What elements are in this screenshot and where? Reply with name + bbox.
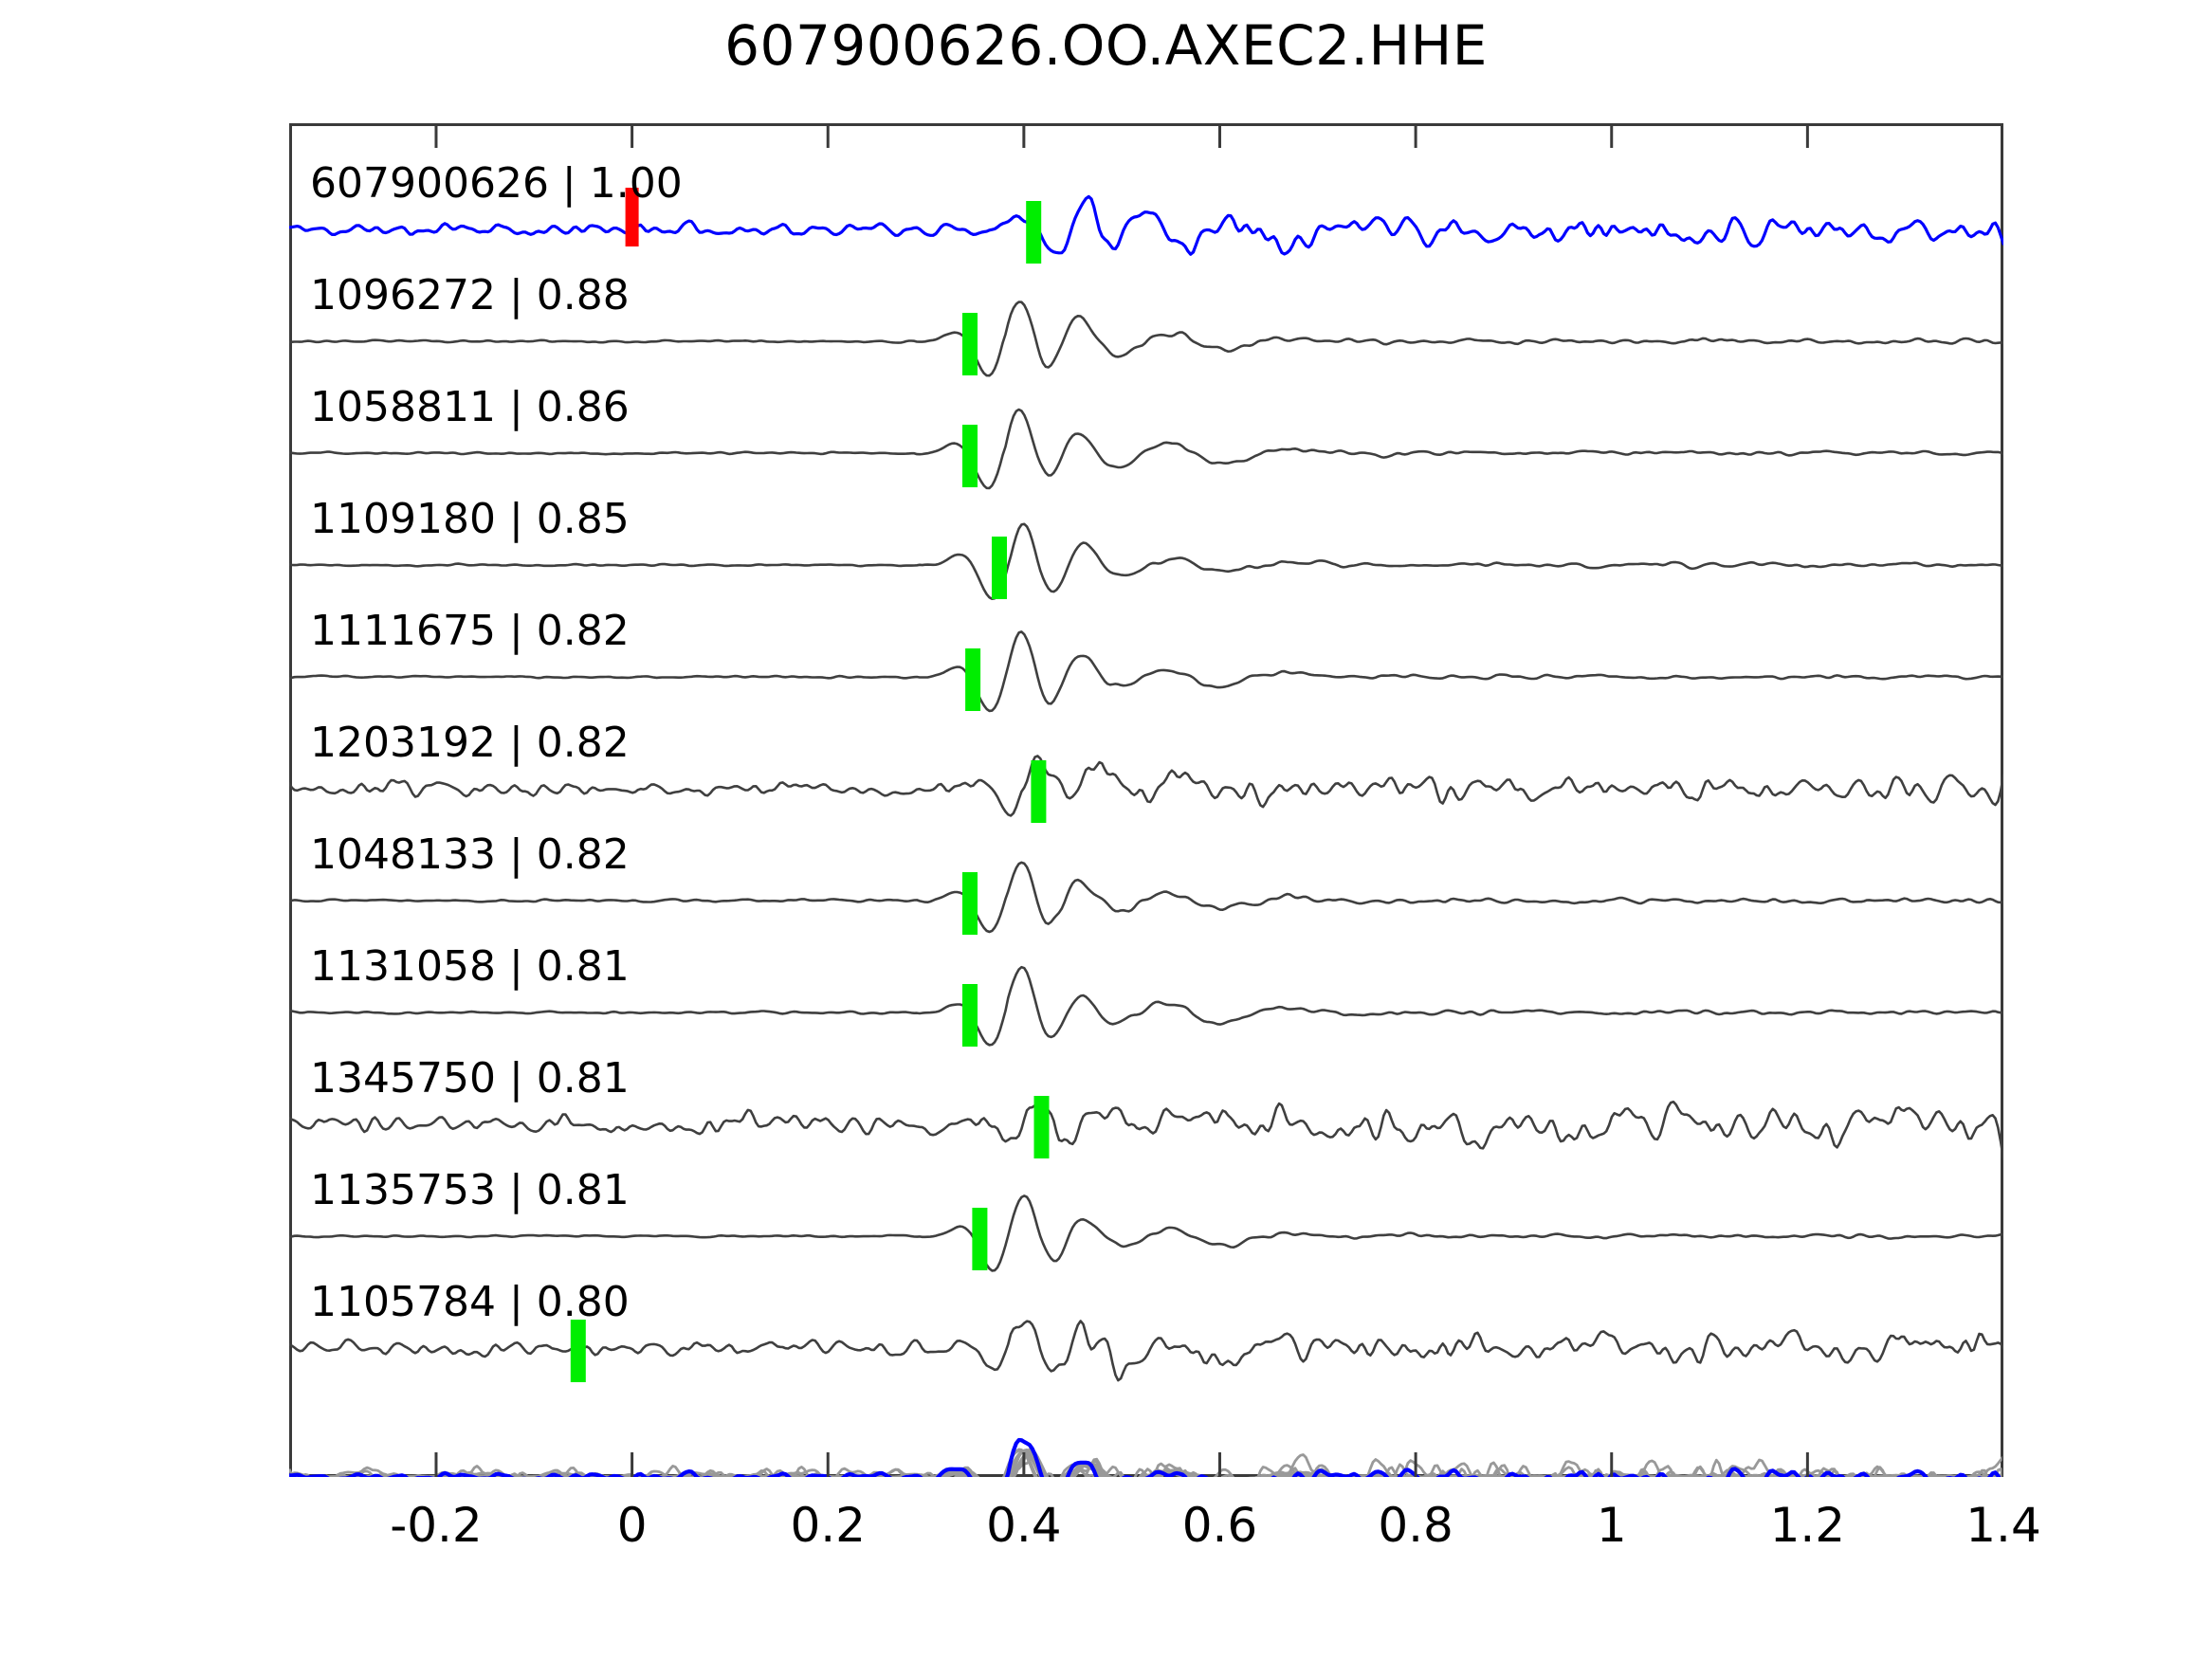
trace-label: 607900626 | 1.00	[310, 159, 683, 208]
stacked-template-waveform	[289, 1437, 2002, 1477]
stacked-gray-waveform	[289, 1451, 2003, 1477]
trace-label: 1135753 | 0.81	[310, 1166, 630, 1214]
phase-pick-marker-green	[972, 1208, 988, 1270]
x-axis-tick-label: -0.2	[390, 1498, 483, 1553]
trace-row	[289, 522, 2003, 601]
trace-row	[289, 965, 2003, 1047]
trace-label: 1048133 | 0.82	[310, 830, 630, 879]
trace-row	[289, 1320, 2003, 1382]
phase-pick-marker-green	[962, 984, 978, 1047]
trace-label: 1096272 | 0.88	[310, 271, 630, 319]
x-axis-tick-label: 1.2	[1769, 1498, 1846, 1553]
aligned-stack-panel	[289, 1437, 2003, 1477]
trace-label: 1105784 | 0.80	[310, 1278, 630, 1326]
origin-pick-marker-red	[625, 188, 639, 246]
figure-title: 607900626.OO.AXEC2.HHE	[724, 13, 1488, 78]
trace-row	[289, 755, 2003, 823]
trace-row	[289, 188, 2003, 264]
phase-pick-marker-green	[992, 537, 1007, 599]
detection-waveform	[289, 1320, 2003, 1382]
trace-label: 1203192 | 0.82	[310, 719, 630, 767]
phase-pick-marker-green	[1033, 1096, 1050, 1158]
detection-waveform	[289, 301, 2003, 377]
x-axis-tick-label: 0.8	[1378, 1498, 1453, 1553]
stacked-gray-waveform	[289, 1448, 2003, 1477]
trace-row	[289, 861, 2003, 935]
trace-label: 1131058 | 0.81	[310, 942, 630, 991]
x-axis-tick-label: 0.2	[790, 1498, 866, 1553]
phase-pick-marker-green	[962, 313, 978, 375]
phase-pick-marker-green	[1031, 760, 1047, 823]
trace-row	[289, 1096, 2003, 1160]
trace-label: 1109180 | 0.85	[310, 495, 630, 543]
phase-pick-marker-green	[1026, 201, 1042, 264]
trace-row	[289, 630, 2003, 713]
trace-row	[289, 1194, 2003, 1272]
x-axis-tick-label: 0	[616, 1498, 648, 1553]
detection-waveform	[289, 965, 2003, 1047]
trace-label: 1111675 | 0.82	[310, 607, 630, 655]
waveform-canvas	[289, 123, 2003, 1477]
trace-label: 1345750 | 0.81	[310, 1054, 630, 1103]
template-waveform	[289, 194, 2003, 256]
detection-waveform	[289, 408, 2003, 490]
trace-row	[289, 408, 2003, 490]
detection-waveform	[289, 1096, 2003, 1160]
x-axis-tick-label: 0.6	[1181, 1498, 1258, 1553]
detection-waveform	[289, 522, 2003, 601]
detection-waveform	[289, 630, 2003, 713]
x-axis-tick-labels: -0.2 0 0.2 0.4 0.6 0.8 1 1.2 1.4	[0, 1498, 2212, 1574]
x-axis-tick-label: 0.4	[986, 1498, 1062, 1553]
phase-pick-marker-green	[962, 872, 978, 935]
trace-label: 1058811 | 0.86	[310, 383, 630, 431]
detection-waveform	[289, 755, 2003, 817]
detection-waveform	[289, 861, 2003, 934]
phase-pick-marker-green	[570, 1320, 586, 1382]
x-axis-tick-label: 1.4	[1965, 1498, 2041, 1553]
trace-row	[289, 301, 2003, 377]
phase-pick-marker-green	[962, 425, 978, 487]
plot-area: 607900626 | 1.00 1096272 | 0.88 1058811 | …	[289, 123, 2003, 1477]
x-axis-tick-label: 1	[1596, 1498, 1627, 1553]
phase-pick-marker-green	[965, 648, 981, 711]
detection-waveform	[289, 1194, 2003, 1272]
